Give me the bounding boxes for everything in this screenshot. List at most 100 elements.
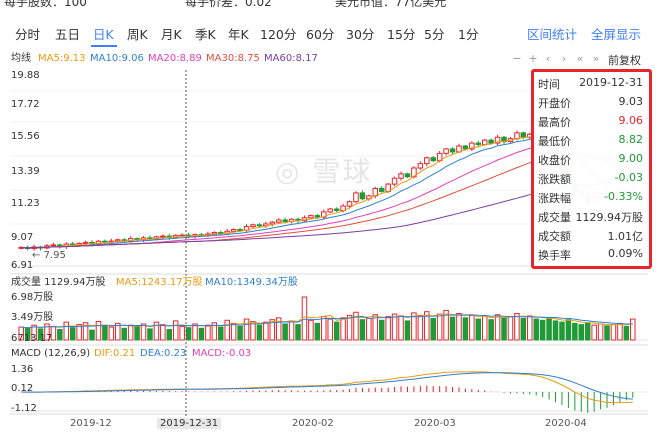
candle-body — [160, 235, 166, 238]
volume-bar — [243, 318, 250, 341]
tab-60min[interactable]: 60分 — [306, 27, 335, 42]
volume-bar — [172, 320, 179, 341]
volume-bar — [160, 324, 166, 341]
volume-bar — [572, 322, 578, 341]
tooltip-row: 最高价 9.06 — [538, 114, 643, 130]
volume-bar — [127, 324, 134, 341]
zoom-out-icon[interactable]: − — [512, 52, 522, 65]
volume-bar — [604, 325, 610, 341]
interval-stats-link[interactable]: 区间统计 — [527, 27, 578, 42]
volume-bar — [102, 325, 108, 341]
tooltip-key: 收盘价 — [538, 154, 571, 167]
zoom-in-icon[interactable]: + — [528, 52, 538, 65]
volume-bar — [269, 319, 276, 341]
volume-bar — [166, 329, 173, 341]
tab-quarterly-k[interactable]: 季K — [195, 27, 216, 42]
candle-body — [269, 221, 276, 225]
tab-yearly-k[interactable]: 年K — [228, 27, 249, 42]
candle-body — [327, 208, 333, 213]
tooltip-value: -0.03 — [614, 171, 643, 184]
volume-bar — [391, 313, 398, 341]
tooltip-row: 换手率 0.09% — [538, 247, 643, 263]
scroll-start-icon[interactable]: « — [576, 52, 584, 65]
low-price-marker: ← 7.95 — [32, 250, 66, 261]
volume-bar — [359, 319, 366, 341]
volume-bar — [256, 324, 263, 341]
usd-market-cap-text: 美元市值：77亿美元 — [335, 0, 447, 9]
tooltip-row: 收盘价 9.00 — [538, 152, 643, 168]
tab-120min[interactable]: 120分 — [260, 27, 297, 42]
tab-5min[interactable]: 5分 — [424, 27, 445, 42]
candle-body — [353, 192, 359, 203]
volume-bar — [507, 316, 514, 341]
volume-bar — [95, 321, 102, 341]
macd-value: MACD:-0.03 — [192, 348, 252, 359]
dea-line — [21, 372, 633, 400]
volume-bar — [31, 324, 37, 341]
x-tick-label: 2020-03 — [414, 418, 456, 429]
scroll-left-icon[interactable]: ‹ — [545, 52, 551, 65]
volume-bar — [436, 313, 443, 341]
volume-bar — [546, 317, 552, 341]
volume-bar — [237, 325, 243, 341]
volume-bar — [321, 316, 327, 341]
volume-bar — [63, 321, 70, 341]
tab-daily-k[interactable]: 日K — [93, 27, 114, 42]
macd-dif: DIF:0.21 — [94, 348, 136, 359]
ma20-value: MA20:8.89 — [148, 53, 202, 64]
ma10-line — [21, 138, 633, 249]
volume-bar — [263, 321, 269, 341]
volume-bar — [282, 323, 288, 341]
candle-body — [333, 208, 340, 211]
volume-bar — [417, 314, 424, 341]
tooltip-value: 0.09% — [608, 247, 643, 260]
volume-bar — [115, 322, 121, 341]
fullscreen-link[interactable]: 全屏显示 — [591, 27, 642, 42]
tooltip-key: 成交额 — [538, 230, 571, 243]
tooltip-value: 2019-12-31 — [579, 76, 643, 89]
volume-bar — [230, 322, 237, 341]
tab-five-day[interactable]: 五日 — [55, 27, 81, 42]
ma-indicator-bar: 均线 MA5:9.13 MA10:9.06 MA20:8.89 MA30:8.7… — [0, 52, 672, 66]
volume-tick-label: 6.98万股 — [11, 292, 54, 303]
volume-ma5: MA5:1243.17万股 — [116, 277, 203, 288]
ma60-line — [21, 180, 633, 249]
candle-body — [359, 192, 366, 200]
ma30-value: MA30:8.75 — [206, 53, 260, 64]
price-tick-label: 19.88 — [11, 70, 40, 81]
scroll-right-icon[interactable]: › — [561, 52, 567, 65]
tab-15min[interactable]: 15分 — [387, 27, 416, 42]
candle-body — [475, 142, 482, 146]
adjust-mode-selector[interactable]: 前复权 — [608, 54, 641, 67]
tooltip-key: 换手率 — [538, 249, 571, 262]
tooltip-key: 开盘价 — [538, 97, 571, 110]
volume-bar — [134, 325, 140, 341]
candle-body — [275, 219, 282, 223]
price-tick-label: 17.72 — [11, 99, 40, 110]
tab-intraday[interactable]: 分时 — [15, 27, 41, 42]
indicator-name[interactable]: 均线 — [11, 53, 31, 64]
volume-bar — [288, 320, 295, 341]
volume-bar — [218, 326, 224, 341]
tab-30min[interactable]: 30分 — [346, 27, 375, 42]
tab-weekly-k[interactable]: 周K — [127, 27, 148, 42]
volume-bar — [147, 328, 153, 341]
ma10-value: MA10:9.06 — [90, 53, 144, 64]
tooltip-value: 1.01亿 — [607, 230, 644, 243]
candle-body — [417, 163, 424, 169]
tab-monthly-k[interactable]: 月K — [161, 27, 182, 42]
active-tab-underline — [91, 45, 117, 47]
candle-body — [237, 229, 243, 232]
watermark-text: 雪球 — [312, 155, 373, 188]
tooltip-value: -0.33% — [604, 190, 643, 203]
volume-tick-label: 6713.17 — [11, 333, 53, 344]
tab-1min[interactable]: 1分 — [458, 27, 479, 42]
volume-tick-label: 3.49万股 — [11, 312, 54, 323]
tooltip-row: 最低价 8.82 — [538, 133, 643, 149]
price-tick-label: 6.91 — [11, 260, 34, 271]
volume-bar — [308, 319, 314, 341]
scroll-end-icon[interactable]: » — [592, 52, 600, 65]
tooltip-row: 涨跌幅 -0.33% — [538, 190, 643, 206]
candle-body — [462, 145, 469, 150]
volume-bar — [250, 321, 256, 341]
